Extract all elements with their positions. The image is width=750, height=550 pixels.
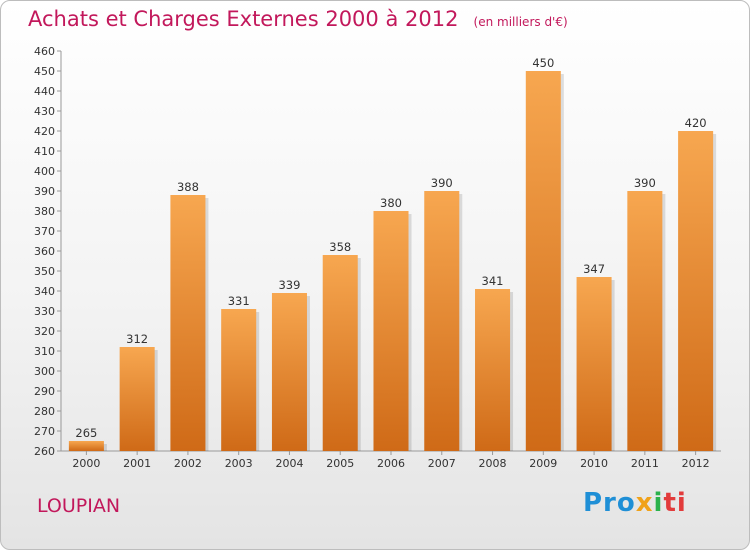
logo-part-4: ti (663, 488, 687, 518)
y-tick-label: 380 (34, 205, 55, 218)
x-tick-label: 2005 (326, 457, 354, 470)
bar (68, 441, 104, 451)
chart-header: Achats et Charges Externes 2000 à 2012 (… (28, 7, 568, 31)
bar (475, 289, 511, 451)
x-tick-label: 2011 (631, 457, 659, 470)
location-label: LOUPIAN (37, 495, 121, 517)
chart-bars: 265 312 388 331 339 358 380 390 341 450 347 390 420 (68, 56, 717, 451)
x-tick-label: 2003 (225, 457, 253, 470)
chart-axes: 260 270 280 290 300 310 320 330 340 350 360 370 380 3… (34, 45, 721, 470)
y-tick-label: 400 (34, 165, 55, 178)
x-tick-label: 2012 (682, 457, 710, 470)
x-tick-label: 2004 (275, 457, 303, 470)
bar (322, 255, 358, 451)
chart-unit: (en milliers d'€) (473, 15, 568, 29)
bar-value-label: 331 (228, 294, 250, 308)
proxiti-logo: Proxiti (583, 488, 687, 518)
x-tick-label: 2010 (580, 457, 608, 470)
bar-value-label: 358 (329, 240, 351, 254)
y-tick-label: 340 (34, 285, 55, 298)
y-tick-label: 350 (34, 265, 55, 278)
bar-value-label: 380 (380, 196, 402, 210)
bar-value-label: 450 (532, 56, 554, 70)
x-tick-label: 2006 (377, 457, 405, 470)
bar (119, 347, 155, 451)
y-tick-label: 270 (34, 425, 55, 438)
y-tick-label: 410 (34, 145, 55, 158)
y-tick-label: 360 (34, 245, 55, 258)
x-tick-label: 2008 (479, 457, 507, 470)
bar (271, 293, 307, 451)
y-tick-label: 300 (34, 365, 55, 378)
bar (170, 195, 206, 451)
y-tick-label: 260 (34, 445, 55, 458)
y-tick-label: 430 (34, 105, 55, 118)
bar (424, 191, 460, 451)
y-tick-label: 460 (34, 45, 55, 58)
bar-value-label: 347 (583, 262, 605, 276)
bar (221, 309, 257, 451)
y-tick-label: 290 (34, 385, 55, 398)
y-tick-label: 370 (34, 225, 55, 238)
bar (627, 191, 663, 451)
bar-value-label: 339 (278, 278, 300, 292)
bar (373, 211, 409, 451)
bar (576, 277, 612, 451)
y-tick-label: 320 (34, 325, 55, 338)
bar-value-label: 265 (75, 426, 97, 440)
bar-value-label: 390 (431, 176, 453, 190)
logo-part-3: i (653, 488, 664, 518)
x-tick-label: 2000 (72, 457, 100, 470)
y-tick-label: 390 (34, 185, 55, 198)
x-tick-label: 2001 (123, 457, 151, 470)
bar-value-label: 388 (177, 180, 199, 194)
chart-title: Achats et Charges Externes 2000 à 2012 (28, 7, 459, 31)
y-tick-label: 310 (34, 345, 55, 358)
bar-value-label: 390 (634, 176, 656, 190)
y-tick-label: 450 (34, 65, 55, 78)
y-tick-label: 330 (34, 305, 55, 318)
bar-value-label: 420 (685, 116, 707, 130)
y-tick-label: 420 (34, 125, 55, 138)
x-tick-label: 2009 (529, 457, 557, 470)
y-tick-label: 440 (34, 85, 55, 98)
logo-part-1: Pro (583, 488, 636, 518)
bar-value-label: 341 (482, 274, 504, 288)
bar (678, 131, 714, 451)
bar (525, 71, 561, 451)
y-tick-label: 280 (34, 405, 55, 418)
x-tick-label: 2002 (174, 457, 202, 470)
bar-value-label: 312 (126, 332, 148, 346)
x-tick-label: 2007 (428, 457, 456, 470)
logo-part-2: x (635, 488, 654, 518)
